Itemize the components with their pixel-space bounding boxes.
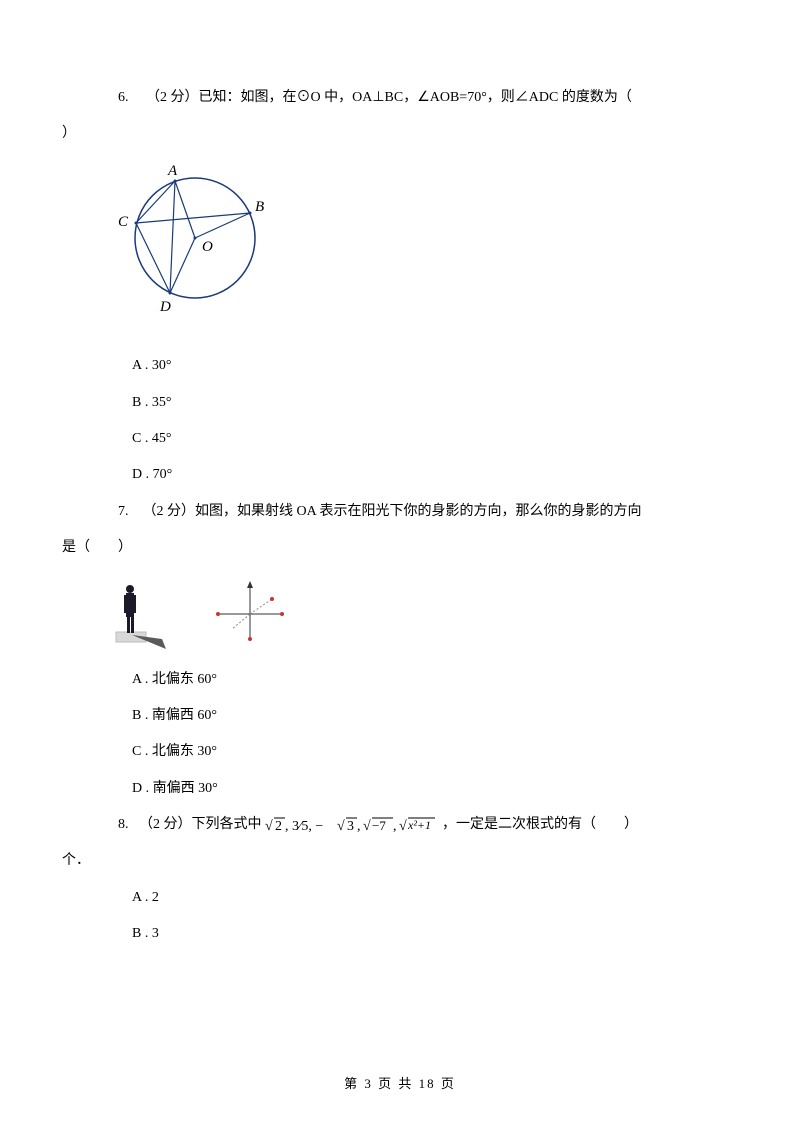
q6-text-a: 已知：如图，在⊙O 中，OA⊥BC，∠AOB=70°，则∠ADC 的度数为（ [199,90,632,105]
q6-opt-C: C . 45° [90,421,710,457]
label-C: C [118,214,129,230]
svg-text:x²+1: x²+1 [407,818,431,832]
footer-page: 3 [364,1076,373,1091]
page-content: 6. （2 分）已知：如图，在⊙O 中，OA⊥BC，∠AOB=70°，则∠ADC… [0,0,800,953]
q6-points: （2 分） [146,90,199,105]
q7-text-b: 是（ ） [62,540,132,555]
label-O: O [202,239,213,255]
q7-number: 7. [118,504,129,519]
svg-text:√: √ [265,819,273,834]
q7-points: （2 分） [143,504,196,519]
q7-text-a: 如图，如果射线 OA 表示在阳光下你的身影的方向，那么你的身影的方向 [195,504,641,519]
label-D: D [159,299,171,315]
q7-opt-A: A . 北偏东 60° [90,662,710,698]
page-footer: 第 3 页 共 18 页 [0,1073,800,1092]
q8-opt-A: A . 2 [90,880,710,916]
svg-text:, 3∕5, −: , 3∕5, − [285,819,323,834]
q6-figure: O A B C D [110,163,710,338]
q6-number: 6. [118,90,129,105]
q8-number: 8. [118,817,129,832]
label-A: A [167,163,178,179]
svg-text:√: √ [399,819,407,834]
footer-total: 18 [419,1076,436,1091]
q7-line1: 7. （2 分）如图，如果射线 OA 表示在阳光下你的身影的方向，那么你的身影的… [90,494,710,530]
svg-text:√: √ [337,819,345,834]
q8-line1: 8. （2 分）下列各式中 √ 2 , 3∕5, − √ 3 , √ −7 , … [90,807,710,843]
svg-text:√: √ [363,819,371,834]
q7-person-svg [110,577,180,652]
q6-line1: 6. （2 分）已知：如图，在⊙O 中，OA⊥BC，∠AOB=70°，则∠ADC… [90,80,710,116]
q8-line2: 个． [62,843,710,879]
q7-opt-D: D . 南偏西 30° [90,771,710,807]
q6-opt-B: B . 35° [90,385,710,421]
footer-suffix: 页 [436,1076,456,1091]
q7-opt-C: C . 北偏东 30° [90,734,710,770]
footer-prefix: 第 [344,1076,364,1091]
q6-opt-A: A . 30° [90,348,710,384]
q6-line2: ） [62,116,710,152]
q8-text-c: 个． [62,853,90,868]
q7-opt-B: B . 南偏西 60° [90,698,710,734]
q7-figure [110,577,710,652]
q6-circle-svg: O A B C D [110,163,290,323]
label-B: B [255,199,264,215]
q8-text-a: 下列各式中 [192,817,262,832]
svg-text:−7: −7 [372,818,386,833]
q7-line2: 是（ ） [62,530,710,566]
svg-text:,: , [357,819,361,834]
q8-text-b: ，一定是二次根式的有（ ） [442,817,638,832]
q6-close: ） [62,126,76,141]
svg-text:3: 3 [347,819,354,834]
q8-opt-B: B . 3 [90,916,710,952]
footer-mid: 页 共 [373,1076,419,1091]
svg-text:,: , [393,819,397,834]
q8-math-svg: √ 2 , 3∕5, − √ 3 , √ −7 , √ x²+1 [265,812,435,838]
q8-points: （2 分） [139,817,192,832]
svg-text:2: 2 [275,819,282,834]
q6-opt-D: D . 70° [90,457,710,493]
q7-compass-svg [210,579,290,649]
